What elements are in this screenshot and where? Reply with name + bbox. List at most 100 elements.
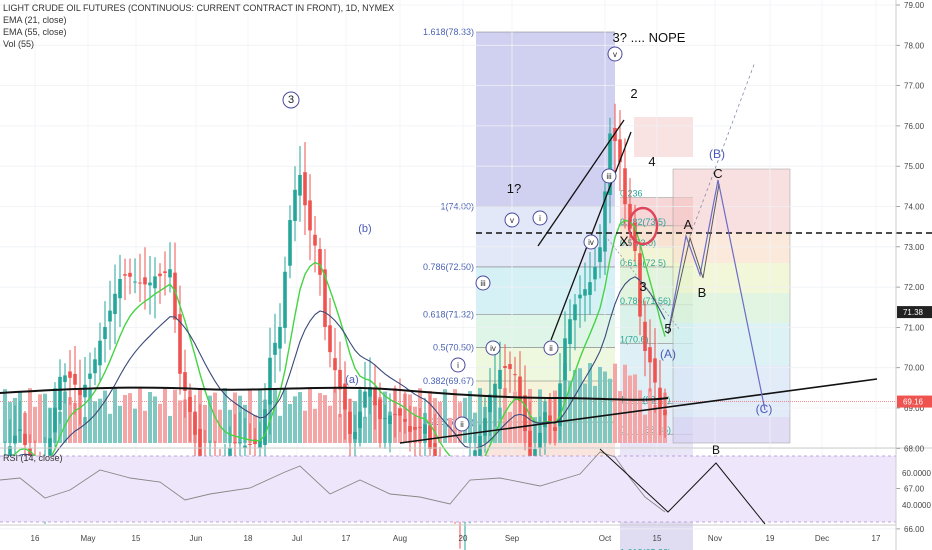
candle-body [358, 411, 362, 428]
wave-circle [450, 357, 466, 373]
wave-label: 2 [630, 86, 637, 101]
wave-label: (C) [756, 402, 773, 416]
candle-body [363, 391, 367, 408]
volume-bar [448, 417, 452, 443]
volume-bar [633, 374, 637, 443]
candle-body [633, 222, 637, 252]
candle-body [368, 387, 372, 397]
ema200-line [0, 386, 669, 401]
candle-body [618, 139, 622, 163]
rsi-legend: RSI (14, close) [3, 453, 63, 463]
volume-bar [513, 391, 517, 443]
time-tick-label: Jun [190, 534, 203, 543]
projection-dotted [689, 61, 756, 237]
volume-bar [73, 402, 77, 443]
volume-bar [293, 396, 297, 443]
candle-body [553, 427, 557, 431]
candle-body [53, 407, 57, 433]
candle-body [168, 269, 172, 278]
wave-circle-label: iii [606, 172, 612, 181]
candle-body [428, 425, 432, 449]
wave-label: (a) [345, 374, 358, 386]
candle-body [313, 234, 317, 246]
vol-legend: Vol (55) [3, 39, 35, 49]
candle-body [418, 426, 422, 429]
volume-bar [318, 393, 322, 443]
candle-body [88, 373, 92, 379]
dotted-guide [602, 232, 681, 331]
time-tick-label: Nov [708, 534, 722, 543]
candle-body [148, 282, 152, 286]
wave-circle-label: i [457, 361, 459, 370]
volume-bar [58, 411, 62, 443]
rsi-tick-label: 40.0000 [902, 501, 931, 510]
candle-body [293, 189, 297, 221]
candle-body [118, 278, 122, 299]
time-tick-label: 16 [31, 534, 40, 543]
candle-body [178, 314, 182, 374]
price-flag-label: 69.16 [903, 398, 924, 407]
projection-zone-red [673, 169, 790, 233]
price-flag [897, 306, 932, 319]
candle-body [268, 357, 272, 405]
candle-body [348, 411, 352, 435]
volume-bar [118, 405, 122, 443]
volume-bar [368, 388, 372, 443]
time-tick-label: Dec [815, 534, 829, 543]
channel-line-top [537, 119, 625, 247]
price-tick-label: 79.00 [904, 1, 925, 10]
candle-body [643, 321, 647, 352]
time-tick-label: Aug [393, 534, 407, 543]
time-tick-label: 19 [766, 534, 775, 543]
wave-circle [543, 340, 559, 356]
volume-bar [308, 388, 312, 443]
candle-body [103, 327, 107, 340]
candle-body [298, 174, 302, 196]
candle-body [283, 271, 287, 328]
candle-body [68, 371, 72, 378]
fib-zone-left [476, 266, 615, 315]
volume-bar [363, 416, 367, 443]
wave-label: 4 [648, 154, 655, 169]
wave-circle [504, 212, 520, 228]
candle-body [48, 438, 52, 467]
price-tick-label: 73.00 [904, 243, 925, 252]
volume-bar [298, 392, 302, 443]
price-tick-label: 68.00 [904, 444, 925, 453]
annotations-layer: 3? .... NOPE 1? (b) (a) 2 4 3 5 (A) X A B C (B) (C) B 3 v… [282, 30, 773, 457]
candle-body [568, 319, 572, 345]
price-tick-label: 67.00 [904, 485, 925, 494]
volume-bar [128, 393, 132, 443]
wave-circle-label: i [539, 214, 541, 223]
volume-bar [638, 390, 642, 443]
candle-body [13, 435, 17, 444]
volume-bar [108, 413, 112, 443]
highlight-circle [627, 206, 659, 246]
price-tick-label: 75.00 [904, 162, 925, 171]
wave-circle [532, 210, 548, 226]
volume-bar [223, 388, 227, 443]
volume-bar [653, 405, 657, 443]
price-tick-label: 72.00 [904, 283, 925, 292]
wave-label: (B) [709, 147, 725, 161]
candle-body [163, 271, 167, 274]
candle-body [228, 448, 232, 460]
candle-body [23, 433, 27, 446]
volume-bar [88, 389, 92, 443]
volume-bar [158, 403, 162, 443]
volume-bar [618, 391, 622, 443]
candle-body [658, 387, 662, 408]
projection-zone [673, 323, 790, 365]
candle-body [128, 272, 132, 277]
volume-bar [288, 403, 292, 443]
fib-label-right: 0.236 [620, 189, 643, 199]
candle-body [78, 389, 82, 396]
volume-bar [623, 364, 627, 443]
time-tick-label: May [80, 534, 95, 543]
price-flag-label: 71.38 [903, 308, 924, 317]
volume-bar [203, 404, 207, 443]
volume-bar [173, 389, 177, 443]
candle-body [548, 415, 552, 423]
volume-bar [273, 389, 277, 443]
